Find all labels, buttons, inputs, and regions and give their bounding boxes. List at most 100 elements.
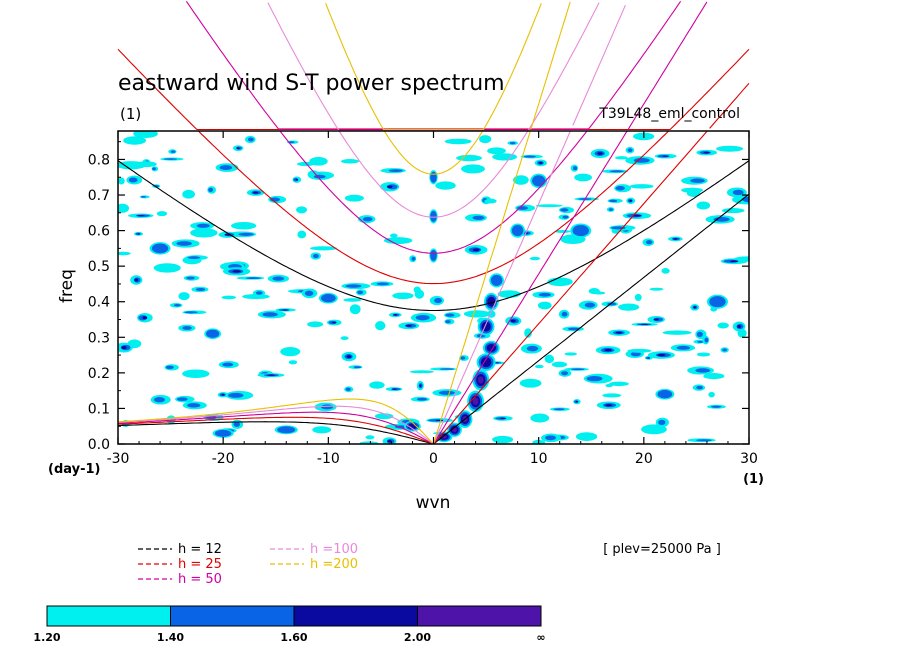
- spectral-peak: [277, 426, 296, 434]
- axis-ticks: [117, 131, 750, 445]
- dispersion-curve: [118, 398, 434, 444]
- contour-blob-inner: [460, 356, 466, 360]
- y-tick-label: 0.4: [88, 295, 110, 311]
- spectrum-contours: [118, 131, 749, 444]
- x-tick-labels: -30 -20 -10 0 10 20 30: [107, 451, 758, 467]
- contour-blob-inner: [545, 435, 557, 441]
- dispersion-curves: [118, 131, 749, 444]
- y-tick-label: 0.1: [88, 401, 110, 417]
- contour-blob-inner: [562, 215, 569, 219]
- contour-blob: [487, 147, 506, 155]
- contour-blob-inner: [228, 392, 244, 398]
- plot-area: [118, 131, 749, 444]
- spectral-peak: [214, 429, 232, 437]
- contour-blob-inner: [170, 150, 176, 153]
- legend-label: h = 50: [178, 572, 222, 587]
- contour-blob-inner: [526, 345, 539, 352]
- dispersion-curve: [118, 405, 434, 444]
- contour-blob: [575, 432, 598, 441]
- contour-blob: [529, 256, 541, 261]
- contour-blob-inner: [176, 397, 188, 402]
- contour-blob-inner: [434, 297, 442, 304]
- contour-blob: [118, 177, 125, 185]
- y-units-label: (day-1): [48, 462, 100, 477]
- dispersion-curve-outer: [530, 1, 571, 130]
- contour-blob-inner: [538, 292, 551, 297]
- contour-blob-inner: [567, 327, 580, 331]
- contour-blob: [602, 393, 622, 398]
- legend-label: h = 25: [178, 557, 222, 572]
- contour-blob-inner: [140, 196, 147, 198]
- spectral-peak: [441, 435, 447, 439]
- contour-blob-core: [435, 419, 444, 422]
- contour-blob: [296, 206, 308, 214]
- contour-blob-inner: [438, 390, 455, 395]
- contour-blob: [444, 138, 472, 145]
- contour-blob-core: [282, 309, 289, 311]
- contour-blob-inner: [165, 365, 174, 370]
- dispersion-curve-outer: [572, 4, 626, 126]
- y-tick-label: 0.5: [88, 259, 110, 275]
- contour-blob-inner: [615, 185, 625, 191]
- dispersion-curve: [433, 131, 708, 444]
- contour-blob-core: [142, 316, 148, 320]
- colorbar-labels: 1.20 1.40 1.60 2.00 ∞: [33, 631, 545, 644]
- contour-blob: [409, 370, 434, 374]
- dispersion-curve-outer: [627, 1, 708, 130]
- contour-blob: [547, 277, 573, 287]
- contour-blob: [662, 330, 692, 335]
- contour-blob-inner: [272, 276, 285, 281]
- dispersion-curve: [433, 131, 628, 444]
- contour-blob: [537, 301, 552, 310]
- contour-blob-inner: [571, 368, 585, 371]
- contour-blob-inner: [696, 385, 703, 390]
- contour-blob-inner: [627, 148, 633, 152]
- dispersion-curve-outer: [325, 3, 542, 131]
- contour-blob-inner: [704, 337, 709, 343]
- contour-blob: [190, 228, 218, 238]
- contour-blob-inner: [247, 137, 254, 142]
- legend-label: h = 12: [178, 542, 222, 557]
- contour-blob-core: [604, 348, 612, 352]
- contour-blob-inner: [445, 320, 451, 324]
- x-units-label: (1): [743, 472, 764, 487]
- contour-blob-inner: [608, 199, 618, 203]
- contour-blob-inner: [152, 167, 156, 171]
- contour-blob: [349, 304, 361, 315]
- contour-blob-inner: [233, 421, 240, 427]
- contour-blob-core: [647, 357, 651, 359]
- contour-blob: [463, 310, 491, 318]
- y-tick-label: 0.0: [88, 437, 110, 453]
- contour-blob-core: [510, 319, 516, 323]
- contour-blob-core: [615, 331, 623, 334]
- contour-blob-inner: [560, 208, 569, 212]
- spectrum-peaks: [149, 170, 728, 443]
- contour-blob-inner: [509, 141, 516, 145]
- x-tick-label: 0: [429, 451, 438, 467]
- contour-blob-inner: [415, 315, 430, 321]
- contour-blob-core: [121, 346, 127, 350]
- contour-blob-core: [500, 417, 506, 420]
- contour-blob-inner: [697, 340, 704, 343]
- contour-blob: [686, 189, 701, 197]
- colorbar-segment: [417, 605, 542, 627]
- contour-blob-inner: [690, 178, 705, 183]
- contour-blob: [340, 336, 349, 341]
- contour-blob-core: [737, 325, 741, 329]
- dispersion-curve: [432, 131, 571, 444]
- contour-blob: [182, 369, 210, 379]
- contour-blob: [435, 181, 456, 190]
- contour-blob: [456, 154, 483, 162]
- y-tick-labels: 0.0 0.1 0.2 0.3 0.4 0.5 0.6 0.7 0.8: [88, 152, 110, 453]
- contour-blob-inner: [658, 419, 666, 426]
- contour-blob-inner: [173, 303, 181, 307]
- run-label: T39L48_eml_control: [598, 106, 740, 122]
- contour-blob-inner: [187, 256, 201, 260]
- spectral-peak: [477, 376, 484, 384]
- contour-blob-core: [657, 353, 666, 357]
- contour-blob: [634, 293, 642, 301]
- contour-blob-inner: [219, 165, 233, 170]
- contour-blob: [535, 204, 563, 208]
- colorbar-label: 1.40: [157, 631, 184, 644]
- contour-blob: [615, 156, 628, 160]
